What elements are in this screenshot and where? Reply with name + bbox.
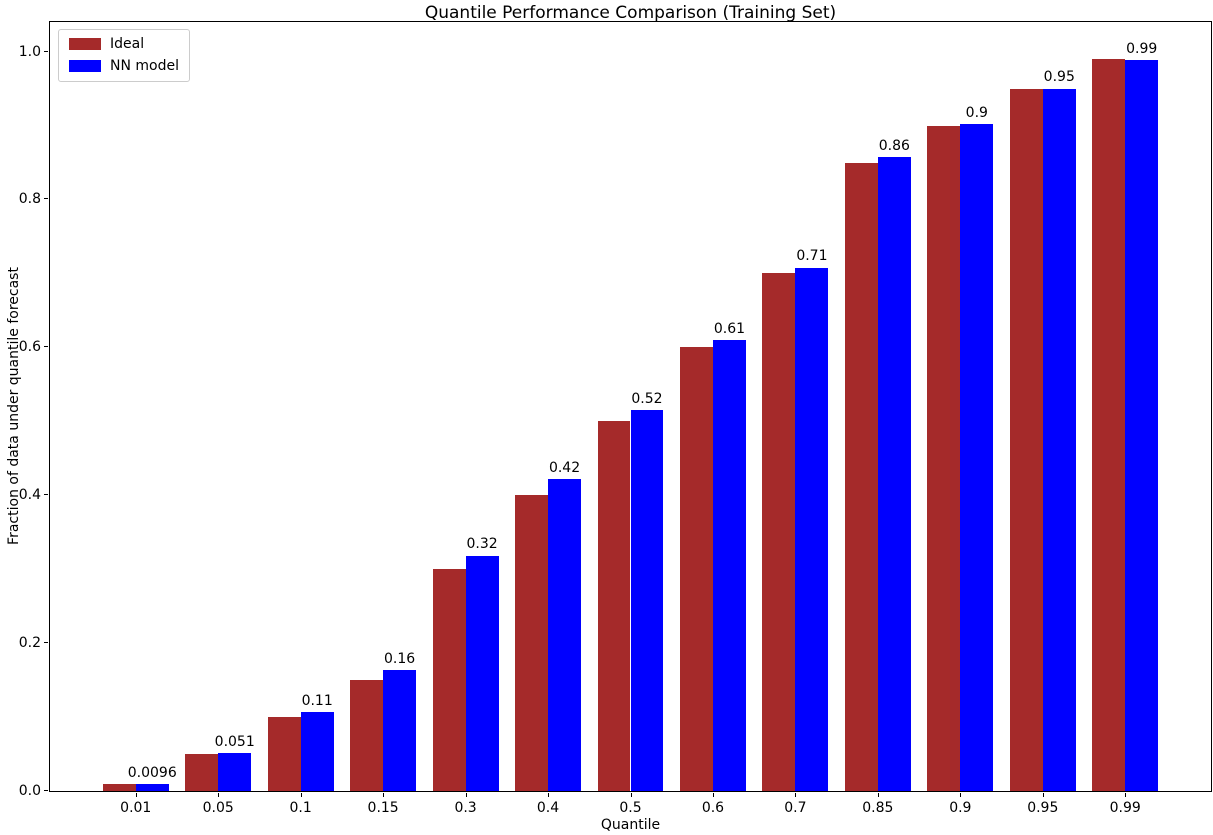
- bar-value-label: 0.86: [878, 137, 910, 154]
- x-tick-label: 0.05: [202, 800, 234, 816]
- x-tick-label: 0.01: [120, 800, 152, 816]
- y-tick-label: 0.4: [18, 487, 41, 504]
- bar-nn-model: [630, 410, 664, 791]
- x-tick-label: 0.5: [619, 800, 642, 816]
- x-tick-mark: [383, 793, 385, 797]
- y-tick-label: 0.0: [18, 783, 41, 799]
- bar-ideal: [102, 783, 136, 791]
- bar-ideal: [679, 347, 713, 791]
- bar-value-label: 0.71: [796, 248, 828, 265]
- bar-value-label: 0.11: [301, 692, 333, 709]
- x-tick-mark: [712, 793, 714, 797]
- y-tick-label: 0.2: [18, 635, 41, 652]
- bar-ideal: [1009, 88, 1043, 791]
- x-tick-mark: [300, 793, 302, 797]
- bar-ideal: [597, 421, 631, 791]
- bar-ideal: [185, 754, 219, 791]
- bar-value-label: 0.16: [384, 651, 416, 668]
- bar-nn-model: [135, 783, 169, 791]
- bar-nn-model: [383, 670, 417, 791]
- x-tick-label: 0.95: [1027, 800, 1059, 816]
- bar-ideal: [927, 125, 961, 791]
- y-tick-mark: [44, 642, 48, 644]
- x-tick-label: 0.99: [1109, 800, 1141, 816]
- bar-ideal: [762, 273, 796, 791]
- x-axis-label: Quantile: [600, 817, 661, 833]
- bar-value-label: 0.95: [1043, 69, 1075, 86]
- y-tick-label: 0.6: [18, 339, 41, 356]
- bar-nn-model: [1042, 88, 1076, 791]
- y-tick-mark: [44, 790, 48, 791]
- legend-item-nn-model: NN model: [69, 59, 179, 73]
- y-tick-mark: [44, 494, 48, 496]
- bar-nn-model: [795, 267, 829, 791]
- bar-value-label: 0.0096: [127, 764, 177, 781]
- bar-value-label: 0.42: [548, 459, 581, 476]
- bar-value-label: 0.051: [214, 733, 255, 750]
- x-tick-mark: [877, 793, 879, 797]
- x-tick-label: 0.3: [454, 800, 477, 816]
- legend-swatch-ideal: [69, 38, 101, 50]
- bar-nn-model: [465, 555, 499, 791]
- bar-nn-model: [548, 478, 581, 791]
- y-tick-label: 1.0: [18, 43, 41, 60]
- x-tick-label: 0.15: [367, 800, 399, 816]
- x-tick-mark: [135, 793, 137, 797]
- chart-title: Quantile Performance Comparison (Trainin…: [424, 3, 837, 23]
- bar-nn-model: [960, 124, 994, 791]
- x-tick-mark: [795, 793, 797, 797]
- bar-ideal: [267, 717, 301, 791]
- bar-ideal: [844, 162, 878, 791]
- y-axis-label: Fraction of data under quantile forecast: [6, 267, 22, 545]
- bar-nn-model: [300, 711, 334, 791]
- bar-ideal: [1092, 58, 1126, 791]
- legend: Ideal NN model: [58, 29, 190, 82]
- bar-nn-model: [218, 753, 252, 791]
- bar-value-label: 0.9: [965, 104, 988, 121]
- bar-ideal: [350, 680, 384, 791]
- plot-area: Ideal NN model 0.0096 0.01 0.051 0.05 0.11 0.…: [19, 21, 1212, 816]
- bar-value-label: 0.99: [1126, 41, 1158, 58]
- x-tick-label: 0.6: [701, 800, 725, 816]
- x-tick-label: 0.85: [862, 800, 894, 816]
- y-tick-mark: [44, 346, 48, 348]
- x-tick-mark: [960, 793, 962, 797]
- legend-swatch-nn-model: [69, 60, 101, 72]
- x-tick-mark: [218, 793, 220, 797]
- bar-value-label: 0.32: [466, 536, 498, 553]
- legend-label-nn-model: NN model: [110, 58, 179, 74]
- legend-label-ideal: Ideal: [110, 36, 145, 52]
- bar-nn-model: [1125, 60, 1159, 791]
- x-tick-label: 0.1: [289, 800, 312, 816]
- y-tick-label: 0.8: [18, 191, 41, 208]
- x-tick-mark: [1125, 793, 1127, 797]
- x-tick-mark: [465, 793, 467, 797]
- x-tick-label: 0.7: [784, 800, 807, 816]
- x-tick-mark: [1042, 793, 1044, 797]
- bar-nn-model: [877, 157, 911, 791]
- legend-item-ideal: Ideal: [69, 37, 179, 51]
- x-tick-mark: [548, 793, 550, 797]
- bar-nn-model: [712, 339, 746, 791]
- bar-value-label: 0.61: [713, 320, 746, 337]
- x-tick-label: 0.4: [536, 800, 560, 816]
- y-tick-mark: [44, 198, 48, 200]
- y-tick-mark: [44, 50, 48, 52]
- bar-value-label: 0.52: [631, 390, 663, 407]
- x-tick-mark: [630, 793, 632, 797]
- x-tick-label: 0.9: [949, 800, 972, 816]
- bar-ideal: [515, 495, 549, 791]
- bar-ideal: [432, 569, 466, 791]
